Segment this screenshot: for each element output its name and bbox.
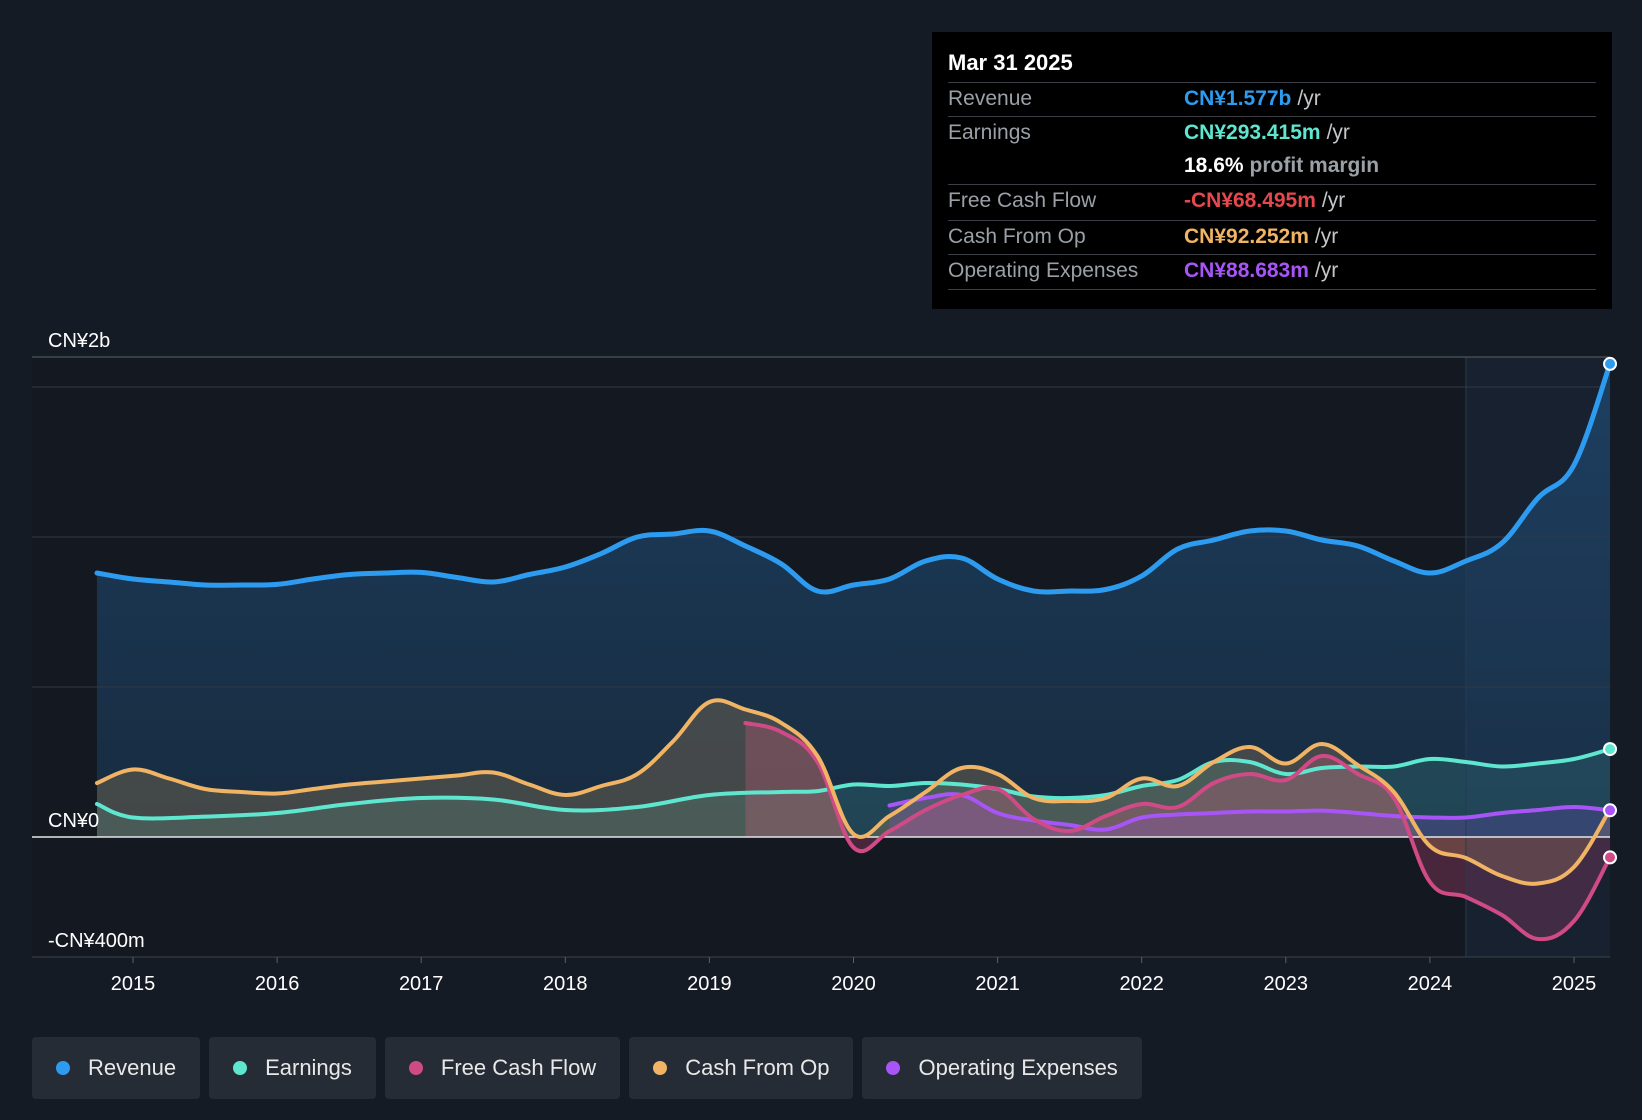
tooltip-label: Cash From Op [948, 225, 1086, 248]
earnings-area [96, 749, 1611, 837]
y-tick-label: CN¥2b [48, 330, 110, 352]
tooltip-row-profit-margin: 18.6% profit margin [948, 150, 1596, 184]
revenue-line [94, 361, 1613, 595]
tooltip-label: Revenue [948, 87, 1033, 110]
legend-label: Revenue [88, 1055, 177, 1080]
free-cash-flow-line [743, 721, 1613, 942]
data-tooltip: Mar 31 2025 Revenue CN¥1.577b/yr Earning… [932, 32, 1612, 309]
x-tick-label: 2023 [1264, 973, 1309, 995]
tooltip-row-earnings: Earnings CN¥293.415m/yr [948, 116, 1596, 151]
tooltip-unit: /yr [1326, 121, 1350, 144]
x-tick-label: 2019 [687, 973, 732, 995]
tooltip-row-revenue: Revenue CN¥1.577b/yr [948, 82, 1596, 117]
operating-expenses-dot-icon [886, 1061, 901, 1075]
x-tick-label: 2022 [1119, 973, 1164, 995]
tooltip-value: CN¥1.577b [1184, 87, 1292, 110]
legend-item-cash-from-op[interactable]: Cash From Op [629, 1037, 854, 1099]
cash-from-op-dot-icon [653, 1061, 668, 1075]
tooltip-unit: /yr [1314, 225, 1339, 248]
x-tick-label: 2020 [831, 973, 876, 995]
revenue-area [96, 363, 1611, 837]
tooltip-unit: /yr [1314, 259, 1339, 282]
legend-item-earnings[interactable]: Earnings [209, 1037, 376, 1099]
x-tick-label: 2015 [111, 973, 156, 995]
tooltip-date: Mar 31 2025 [948, 50, 1073, 75]
legend-label: Operating Expenses [918, 1055, 1118, 1080]
x-tick-label: 2021 [975, 973, 1020, 995]
series-lines [94, 361, 1613, 942]
y-tick-label: CN¥0 [48, 810, 99, 832]
operating-expenses-end-marker [1603, 803, 1618, 818]
tooltip-unit: /yr [1297, 87, 1321, 110]
x-tick-label: 2024 [1408, 973, 1453, 995]
y-axis-labels: CN¥2b CN¥0 -CN¥400m [48, 330, 145, 952]
tooltip-row-cash-from-op: Cash From Op CN¥92.252m/yr [948, 220, 1596, 255]
series-areas [32, 357, 1611, 957]
tooltip-value: CN¥88.683m [1184, 259, 1309, 282]
forecast-shade [1465, 357, 1610, 957]
x-tick-label: 2016 [255, 973, 300, 995]
free-cash-flow-end-marker [1603, 850, 1618, 865]
profit-margin-label: profit margin [1249, 154, 1380, 177]
legend-item-operating-expenses[interactable]: Operating Expenses [862, 1037, 1142, 1099]
earnings-end-marker [1603, 742, 1618, 757]
operating-expenses-line [887, 792, 1613, 832]
x-tick-label: 2025 [1552, 973, 1597, 995]
chart-legend: Revenue Earnings Free Cash Flow Cash Fro… [32, 1037, 1142, 1099]
tooltip-label: Operating Expenses [948, 259, 1139, 282]
x-tick-label: 2017 [399, 973, 444, 995]
tooltip-value: CN¥293.415m [1184, 121, 1321, 144]
legend-item-revenue[interactable]: Revenue [32, 1037, 201, 1099]
legend-item-free-cash-flow[interactable]: Free Cash Flow [384, 1037, 621, 1099]
tooltip-row-operating-expenses: Operating Expenses CN¥88.683m/yr [948, 254, 1596, 290]
tooltip-label: Earnings [948, 121, 1031, 144]
series-end-markers [1603, 356, 1618, 865]
tooltip-label: Free Cash Flow [948, 189, 1097, 212]
x-tick-label: 2018 [543, 973, 588, 995]
revenue-dot-icon [56, 1061, 70, 1075]
revenue-end-marker [1603, 356, 1618, 371]
cash-from-op-line [94, 698, 1613, 886]
legend-label: Free Cash Flow [440, 1055, 597, 1080]
earnings-dot-icon [233, 1061, 248, 1075]
profit-margin-value: 18.6% [1184, 154, 1244, 177]
free-cash-flow-area [745, 723, 1611, 940]
legend-label: Cash From Op [685, 1055, 830, 1080]
legend-label: Earnings [265, 1055, 352, 1080]
free-cash-flow-dot-icon [408, 1061, 423, 1075]
cash-from-op-area [96, 700, 1611, 884]
tooltip-value: CN¥92.252m [1184, 225, 1309, 248]
tooltip-unit: /yr [1321, 189, 1346, 212]
y-tick-label: -CN¥400m [48, 930, 145, 952]
x-axis-labels: 2015 2016 2017 2018 2019 2020 2021 2022 2023 2024… [111, 957, 1597, 995]
tooltip-row-free-cash-flow: Free Cash Flow -CN¥68.495m/yr [948, 184, 1596, 219]
tooltip-value: -CN¥68.495m [1184, 189, 1316, 212]
